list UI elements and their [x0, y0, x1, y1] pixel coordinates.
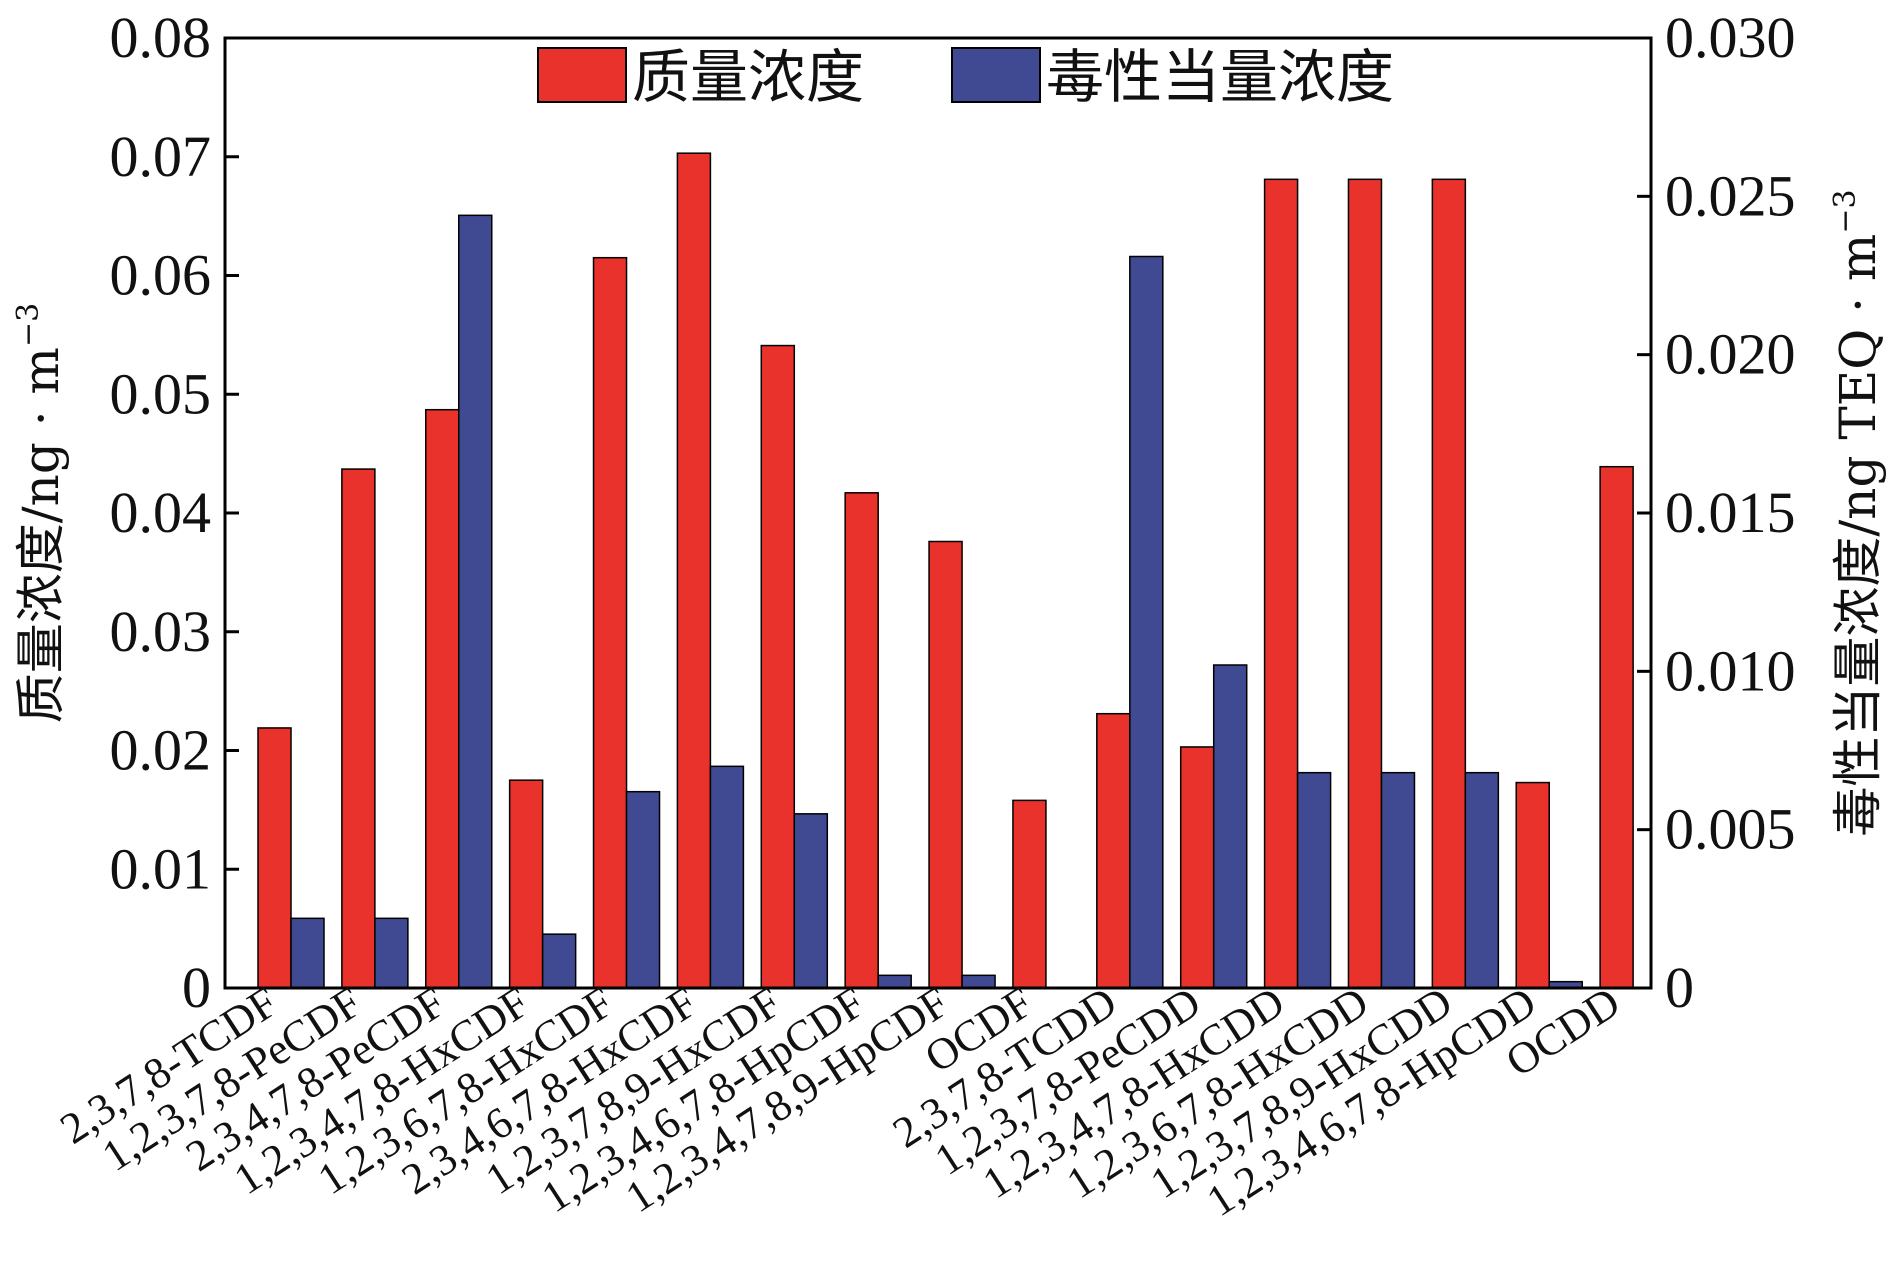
bar-teq-8	[961, 974, 996, 989]
y-tick-label-0: 0	[182, 955, 211, 1020]
left-axis: 0 0.01 0.02 0.03 0.04 0.05 0.06 0.07 0.08	[110, 5, 239, 1020]
bar-mass-13	[1347, 178, 1383, 989]
legend-label-mass: 质量浓度	[632, 43, 864, 111]
bar-teq-2	[458, 214, 493, 989]
legend-swatch-mass	[537, 47, 627, 103]
bar-teq-5	[709, 765, 745, 989]
y2-tick-label-5: 0.025	[1665, 163, 1796, 228]
right-axis: 0 0.005 0.010 0.015 0.020 0.025 0.030	[1637, 5, 1796, 1020]
y-tick-label-5: 0.05	[110, 361, 212, 426]
bar-mass-9	[1012, 799, 1047, 989]
legend: 质量浓度 毒性当量浓度	[537, 43, 1394, 111]
y-tick-label-2: 0.02	[110, 718, 212, 783]
y2-tick-label-4: 0.020	[1665, 322, 1796, 387]
bar-teq-14	[1464, 771, 1500, 989]
bar-teq-3	[541, 933, 577, 989]
bar-teq-6	[793, 813, 829, 989]
bar-teq-1	[374, 917, 409, 989]
y2-tick-label-1: 0.005	[1665, 797, 1796, 862]
y-axis-title-exponent: −3	[11, 303, 46, 347]
y2-tick-label-6: 0.030	[1665, 5, 1796, 70]
y-tick-label-4: 0.04	[110, 480, 212, 545]
bar-mass-7	[844, 492, 879, 989]
y2-tick-label-0: 0	[1665, 955, 1694, 1020]
y-tick-label-8: 0.08	[110, 5, 212, 70]
y-tick-label-3: 0.03	[110, 599, 212, 664]
y-tick-label-7: 0.07	[110, 124, 212, 189]
y2-tick-label-3: 0.015	[1665, 480, 1796, 545]
bar-mass-10	[1096, 712, 1131, 989]
y2-axis-title: 毒性当量浓度/ng TEQ · m−3	[1828, 189, 1887, 836]
y-axis-title: 质量浓度/ng · m−3	[11, 303, 70, 723]
bar-mass-12	[1263, 178, 1299, 989]
bar-teq-12	[1296, 771, 1332, 989]
bar-mass-14	[1431, 178, 1467, 989]
bar-mass-0	[257, 727, 292, 989]
bar-teq-10	[1129, 255, 1164, 989]
bar-mass-1	[341, 468, 376, 989]
bar-mass-4	[592, 256, 628, 989]
bar-mass-6	[760, 344, 796, 989]
y-tick-label-6: 0.06	[110, 243, 212, 308]
x-axis-labels: 2,3,7,8-TCDF1,2,3,7,8-PeCDF2,3,4,7,8-PeC…	[52, 977, 1629, 1226]
bars-group	[257, 152, 1634, 989]
y2-tick-label-2: 0.010	[1665, 638, 1796, 703]
legend-label-teq: 毒性当量浓度	[1046, 43, 1394, 111]
y2-axis-title-exponent: −3	[1828, 189, 1863, 233]
bar-mass-5	[676, 152, 712, 989]
bar-mass-2	[425, 408, 460, 989]
bar-teq-0	[290, 917, 325, 989]
bar-mass-15	[1515, 781, 1550, 989]
bar-teq-13	[1380, 771, 1416, 989]
bar-mass-16	[1599, 465, 1634, 989]
bar-mass-8	[928, 540, 963, 989]
bar-mass-3	[508, 779, 544, 989]
bar-teq-7	[877, 974, 912, 989]
legend-swatch-teq	[951, 47, 1041, 103]
bar-teq-4	[625, 790, 661, 989]
y-tick-label-1: 0.01	[110, 836, 212, 901]
bar-mass-11	[1179, 746, 1215, 989]
bar-teq-11	[1212, 664, 1248, 989]
